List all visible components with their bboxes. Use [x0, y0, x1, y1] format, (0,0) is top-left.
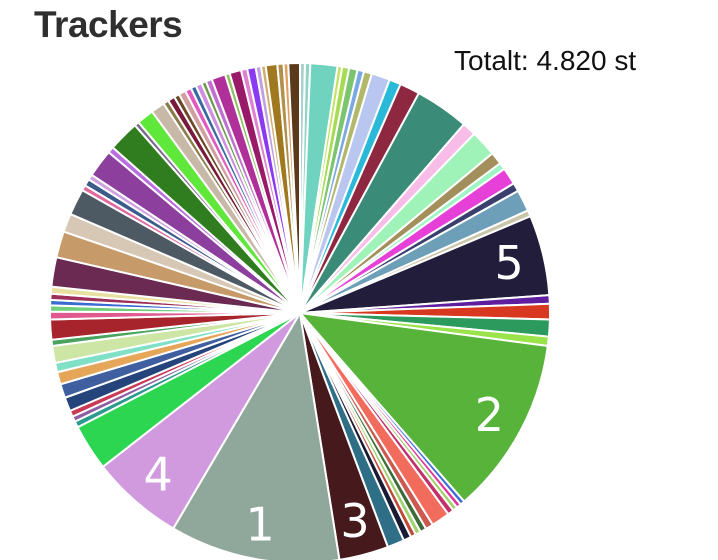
pie-slice-25[interactable]: [299, 312, 549, 503]
pie-slice-labels: 5 2 3 1 4: [144, 236, 524, 551]
total-count: Totalt: 4.820 st: [454, 45, 637, 76]
slice-label-4: 4: [144, 448, 173, 502]
slice-label-3: 3: [340, 494, 369, 548]
pie-slices: [48, 61, 551, 560]
pie-slice-38[interactable]: [172, 312, 341, 560]
slice-label-5: 5: [494, 236, 523, 290]
pie-slice-88[interactable]: [287, 62, 301, 314]
slice-label-2: 2: [475, 388, 504, 442]
slice-label-1: 1: [245, 497, 274, 551]
chart-title: Trackers: [34, 4, 183, 45]
